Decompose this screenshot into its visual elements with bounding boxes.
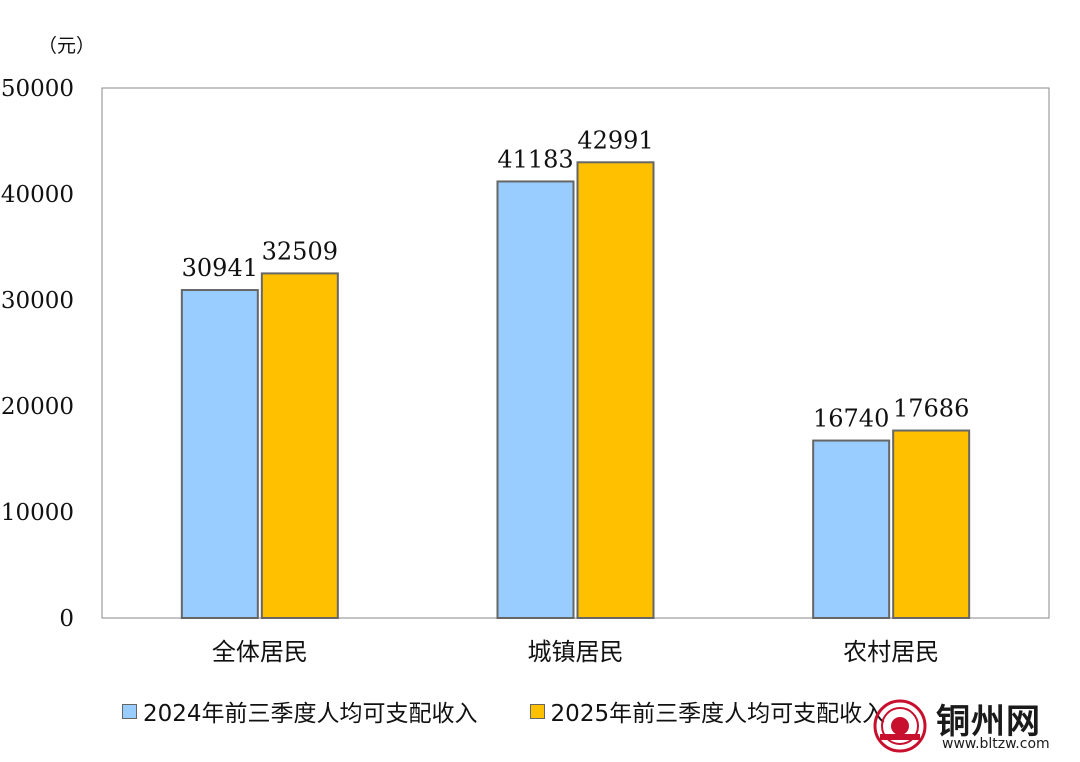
- y-tick-label: 10000: [1, 500, 74, 526]
- data-label: 41183: [497, 145, 573, 173]
- watermark-name: 铜州网: [936, 702, 1041, 742]
- legend-item-2024: 2024年前三季度人均可支配收入: [122, 694, 478, 728]
- watermark-url: www.bltzw.com: [942, 736, 1050, 752]
- y-tick-label: 50000: [1, 76, 74, 102]
- category-label: 城镇居民: [528, 638, 624, 666]
- legend-label-2025: 2025年前三季度人均可支配收入: [550, 701, 886, 727]
- bar-2-0: [812, 439, 891, 619]
- bar-2-1: [892, 429, 971, 620]
- watermark: 铜州网 www.bltzw.com: [872, 694, 1072, 756]
- category-label: 全体居民: [212, 638, 308, 666]
- bar-1-0: [496, 180, 575, 619]
- legend-swatch-2024: [122, 703, 137, 719]
- data-label: 17686: [893, 395, 969, 423]
- y-tick-label: 40000: [1, 182, 74, 208]
- data-label: 42991: [577, 126, 653, 154]
- category-label: 农村居民: [843, 638, 939, 666]
- legend-label-2024: 2024年前三季度人均可支配收入: [143, 701, 478, 727]
- bar-0-1: [260, 272, 339, 619]
- legend: 2024年前三季度人均可支配收入 2025年前三季度人均可支配收入: [122, 694, 937, 728]
- legend-item-2025: 2025年前三季度人均可支配收入: [529, 694, 886, 728]
- watermark-logo-icon: [873, 699, 927, 753]
- legend-swatch-2025: [529, 703, 545, 719]
- unit-label: （元）: [38, 35, 95, 57]
- data-label: 16740: [813, 405, 889, 433]
- plot-area: [101, 87, 1050, 619]
- data-label: 30941: [182, 254, 258, 282]
- bar-0-0: [180, 289, 259, 619]
- y-tick-label: 30000: [1, 288, 74, 314]
- y-tick-label: 20000: [1, 394, 74, 420]
- bar-1-1: [576, 161, 655, 619]
- y-tick-label: 0: [59, 606, 74, 632]
- data-label: 32509: [262, 237, 338, 265]
